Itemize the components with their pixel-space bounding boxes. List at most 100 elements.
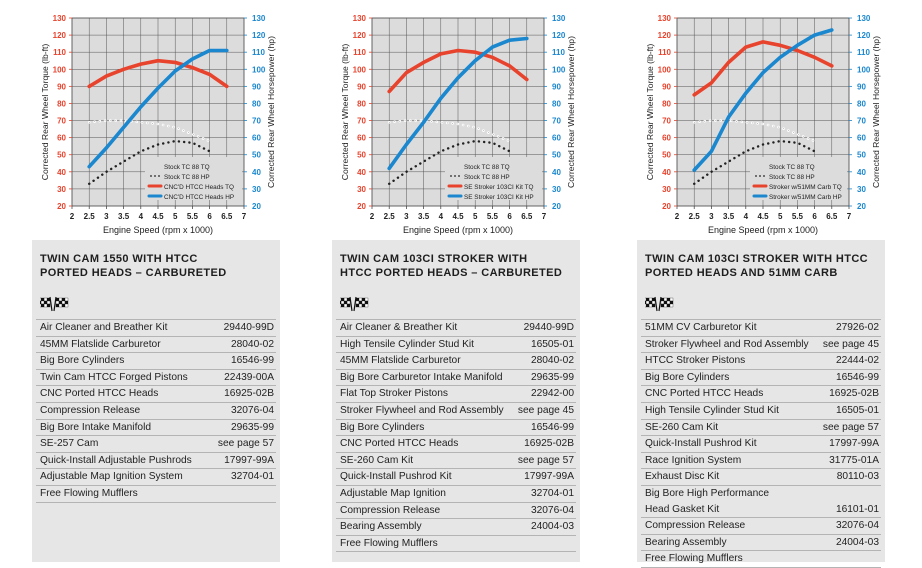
flag-square [361,297,366,302]
y-left-tick-label: 130 [658,14,672,23]
y-left-tick-label: 50 [662,151,671,160]
x-tick-label: 2.5 [689,212,701,221]
part-number: 29440-99D [523,322,574,333]
part-row: Race Ignition System 31775-01A [641,451,881,469]
part-row: 45MM Flatslide Carburetor 28040-02 [36,335,276,353]
part-name: CNC Ported HTCC Heads [340,438,459,450]
part-row: Quick-Install Adjustable Pushrods 17997-9… [36,451,276,469]
y-left-tick-label: 30 [662,185,671,194]
flag-square [46,300,51,305]
y-right-tick-label: 90 [552,82,561,91]
part-number: 17997-99A [829,438,879,450]
legend-swatch-dot [458,175,460,177]
part-number: 17997-99A [524,471,574,483]
checkered-flags-shape [642,296,674,312]
stock-torque-series-line [387,119,511,143]
checkered-flags-svg [337,296,369,312]
flag-square [358,303,363,308]
part-row: Big Bore Intake Manifold 29635-99 [36,418,276,436]
parts-list: Air Cleaner and Breather Kit 29440-99D 45M… [36,319,276,503]
part-name: Quick-Install Pushrod Kit [340,471,452,483]
y-left-tick-label: 70 [57,117,66,126]
flag-square [64,300,69,305]
flag-pole [49,296,53,312]
part-row: High Tensile Cylinder Stud Kit 16505-01 [336,335,576,353]
part-name: CNC Ported HTCC Heads [40,388,159,400]
checkered-flags-svg [37,296,69,312]
y-right-tick-label: 30 [857,185,866,194]
flag-square [645,300,650,305]
part-row: Adjustable Map Ignition 32704-01 [336,484,576,502]
part-row: Compression Release 32076-04 [336,501,576,519]
part-name: Big Bore Cylinders [340,421,425,433]
torque-series-line [87,58,229,89]
flag-pole [658,296,662,312]
part-row: Free Flowing Mufflers [641,550,881,568]
part-row: Adjustable Map Ignition System 32704-01 [36,468,276,485]
legend-swatch-dot [454,175,456,177]
y-right-tick-label: 60 [857,134,866,143]
flag-square [669,300,674,305]
y-right-tick-label: 30 [252,185,261,194]
x-tick-label: 4.5 [152,212,164,221]
flag-square [648,297,653,302]
part-number: 29635-99 [530,371,574,383]
card-title: TWIN CAM 103CI STROKER WITH HTCC PORTED … [645,253,869,279]
part-name: Compression Release [40,404,141,416]
parts-list: Air Cleaner & Breather Kit 29440-99D High … [336,319,576,553]
y-right-tick-label: 60 [252,134,261,143]
flag-square [343,297,348,302]
part-row: Free Flowing Mufflers [336,534,576,553]
part-row: Quick-Install Pushrod Kit 17997-99A [336,468,576,485]
legend-label: Stock TC 88 HP [769,174,815,181]
part-number: 32076-04 [530,504,574,516]
part-row: SE-260 Cam Kit see page 57 [641,418,881,436]
flag-square [642,300,647,305]
part-row: 51MM CV Carburetor Kit 27926-02 [641,319,881,336]
y-right-tick-label: 100 [552,65,566,74]
y-right-tick-label: 130 [857,14,871,23]
y-right-tick-label: 120 [252,31,266,40]
parts-card: TWIN CAM 1550 WITH HTCC PORTED HEADS – C… [32,240,280,562]
y-left-tick-label: 60 [357,134,366,143]
flag-square [46,303,51,308]
y-left-tick-label: 110 [53,48,66,57]
y-right-tick-label: 90 [252,82,261,91]
legend-label: Stock TC 88 TQ [769,164,815,171]
checkered-flags-svg [642,296,674,312]
flag-pole [53,296,57,312]
part-number: 16505-01 [835,404,879,416]
part-name: Free Flowing Mufflers [340,537,438,549]
flag-square [666,297,671,302]
y-left-axis-title: Corrected Rear Wheel Torque (lb-ft) [40,44,50,181]
x-tick-label: 3.5 [118,212,130,221]
y-right-tick-label: 90 [857,82,866,91]
part-row: SE-257 Cam see page 57 [36,435,276,452]
part-row: Stroker Flywheel and Rod Assembly see pag… [641,335,881,353]
legend-label: Stroker w/51MM Carb HP [769,194,842,201]
y-left-tick-label: 80 [662,99,671,108]
y-right-tick-label: 60 [552,134,561,143]
flag-square [58,300,63,305]
y-right-tick-label: 20 [252,202,261,211]
part-number: 17997-99A [224,454,274,466]
part-name: Race Ignition System [645,454,742,466]
y-right-tick-label: 70 [252,117,261,126]
flag-square [355,303,360,308]
y-left-tick-label: 20 [357,202,366,211]
flag-square [64,303,69,308]
x-tick-label: 4 [139,212,144,221]
flag-square [37,300,42,305]
part-name: Stroker Flywheel and Rod Assembly [645,338,809,350]
flag-square [58,303,63,308]
flag-pole [353,296,357,312]
flag-square [660,303,665,308]
part-row: Twin Cam HTCC Forged Pistons 22439-00A [36,368,276,386]
x-tick-label: 4.5 [757,212,769,221]
part-number: see page 57 [217,438,274,450]
x-tick-label: 6.5 [521,212,533,221]
part-number: see page 45 [517,404,574,416]
y-left-tick-label: 70 [357,117,366,126]
x-tick-label: 2 [70,212,75,221]
part-number: 24004-03 [530,521,574,533]
